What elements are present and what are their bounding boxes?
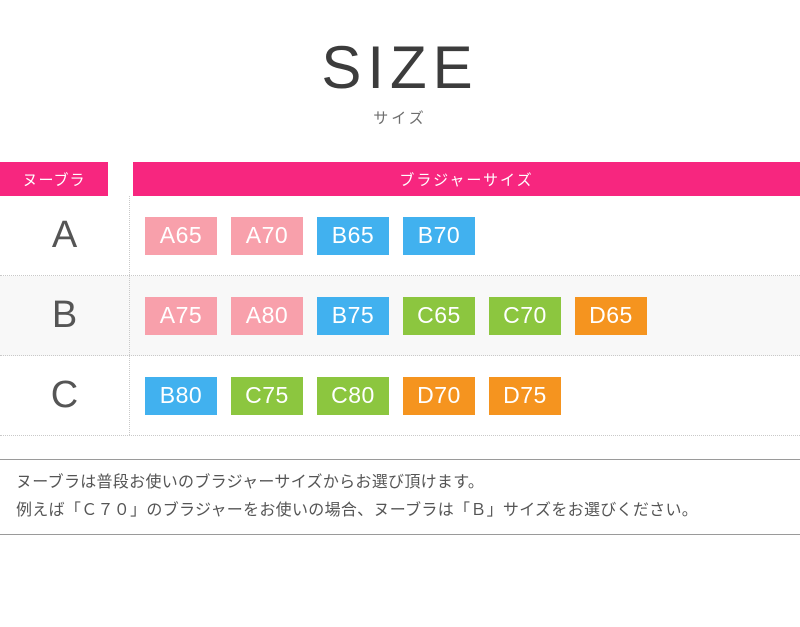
size-badge: B65	[317, 216, 389, 255]
footer-line-2: 例えば「Ｃ７０」のブラジャーをお使いの場合、ヌーブラは「Ｂ」サイズをお選びくださ…	[16, 502, 699, 519]
size-badge: C75	[231, 376, 303, 415]
size-badge: B70	[403, 216, 475, 255]
footer-line-1: ヌーブラは普段お使いのブラジャーサイズからお選び頂けます。	[16, 474, 485, 491]
page-title-block: SIZE サイズ	[0, 0, 800, 128]
size-badge: A70	[231, 216, 303, 255]
size-badge: A75	[145, 296, 217, 335]
size-table: ヌーブラ ブラジャーサイズ A A65 A70 B65 B70 B A75 A80 B75 C65…	[0, 162, 800, 436]
size-badge: D65	[575, 296, 647, 335]
size-badge: D70	[403, 376, 475, 415]
table-row: A A65 A70 B65 B70	[0, 196, 800, 276]
row-label-c: C	[0, 356, 130, 435]
page-subtitle: サイズ	[373, 110, 427, 127]
size-badge: C70	[489, 296, 561, 335]
table-header-nubra: ヌーブラ	[0, 162, 108, 196]
row-label-a: A	[0, 196, 130, 275]
row-badges: A65 A70 B65 B70	[130, 196, 800, 275]
size-badge: D75	[489, 376, 561, 415]
footer-note: ヌーブラは普段お使いのブラジャーサイズからお選び頂けます。 例えば「Ｃ７０」のブ…	[0, 459, 800, 535]
table-row: B A75 A80 B75 C65 C70 D65	[0, 276, 800, 356]
row-badges: A75 A80 B75 C65 C70 D65	[130, 276, 800, 355]
size-badge: C65	[403, 296, 475, 335]
table-header-row: ヌーブラ ブラジャーサイズ	[0, 162, 800, 196]
table-body: A A65 A70 B65 B70 B A75 A80 B75 C65 C70 D65 C B80 C75 C…	[0, 196, 800, 436]
header-column-divider	[108, 162, 133, 196]
size-badge: B80	[145, 376, 217, 415]
row-label-b: B	[0, 276, 130, 355]
row-badges: B80 C75 C80 D70 D75	[130, 356, 800, 435]
table-row: C B80 C75 C80 D70 D75	[0, 356, 800, 436]
table-header-bra-size: ブラジャーサイズ	[133, 162, 800, 196]
size-badge: B75	[317, 296, 389, 335]
page-title: SIZE	[321, 34, 479, 101]
size-badge: A80	[231, 296, 303, 335]
size-badge: A65	[145, 216, 217, 255]
size-badge: C80	[317, 376, 389, 415]
